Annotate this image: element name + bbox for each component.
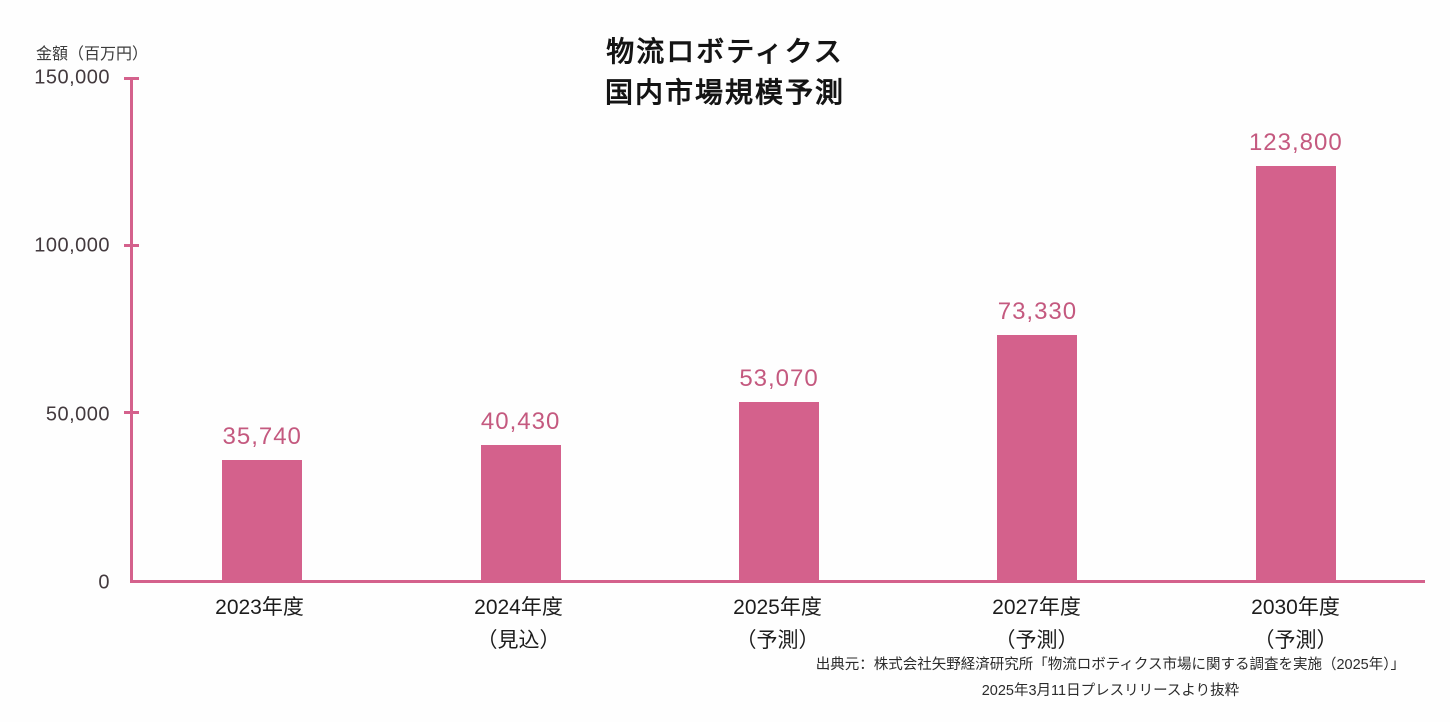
y-tick-label: 150,000 — [34, 66, 110, 89]
y-tick-label: 50,000 — [45, 403, 110, 426]
bar-value-label: 123,800 — [1248, 128, 1343, 156]
x-category-label: 2030年度 （予測） — [1166, 592, 1425, 657]
source-note-line1: 出典元：株式会社矢野経済研究所「物流ロボティクス市場に関する調査を実施（2025… — [815, 656, 1405, 673]
x-category-label-line: 2027年度 — [992, 596, 1081, 619]
y-axis-tick-labels: 0 50,000 100,000 150,000 — [0, 67, 118, 594]
plot-area: 35,740 40,430 53,070 73,330 123,800 — [124, 76, 1425, 583]
x-category-label-line: 2024年度 — [474, 596, 563, 619]
y-tick-label: 100,000 — [34, 234, 110, 257]
bar — [1255, 165, 1336, 580]
bar — [997, 334, 1078, 580]
source-note: 出典元：株式会社矢野経済研究所「物流ロボティクス市場に関する調査を実施（2025… — [816, 652, 1405, 704]
bar — [739, 402, 820, 580]
x-category-label: 2025年度 （予測） — [648, 592, 907, 657]
bar-column: 40,430 — [391, 78, 649, 580]
x-category-label-line: 2030年度 — [1251, 596, 1340, 619]
x-axis-category-labels: 2023年度 2024年度 （見込） 2025年度 （予測） 2027年度 （予測） 2030… — [130, 592, 1425, 657]
y-axis-unit-label: 金額（百万円） — [36, 46, 149, 63]
x-category-label-line: 2023年度 — [215, 596, 304, 619]
bar-series: 35,740 40,430 53,070 73,330 123,800 — [133, 78, 1425, 580]
y-tick-mark — [124, 411, 139, 415]
x-category-label-line: （予測） — [735, 628, 820, 652]
bar-value-label: 53,070 — [739, 365, 819, 393]
bar-column: 53,070 — [650, 78, 908, 580]
x-category-label-line: 2025年度 — [733, 596, 822, 619]
x-category-label-line: （見込） — [476, 628, 561, 652]
x-category-label-line: （予測） — [994, 628, 1079, 652]
y-tick-mark — [124, 76, 139, 80]
chart-title: 物流ロボティクス 国内市場規模予測 — [0, 32, 1450, 113]
y-tick-mark — [124, 243, 139, 247]
x-category-label: 2023年度 — [130, 592, 389, 657]
chart-title-line1: 物流ロボティクス — [606, 36, 844, 67]
bar — [480, 444, 561, 580]
bar-value-label: 73,330 — [997, 297, 1078, 325]
bar-value-label: 40,430 — [480, 407, 561, 435]
source-note-line2: 2025年3月11日プレスリリースより抜粋 — [981, 682, 1240, 699]
bar — [222, 460, 303, 580]
bar-column: 73,330 — [908, 78, 1166, 580]
x-category-label: 2024年度 （見込） — [389, 592, 648, 657]
x-category-label-line: （予測） — [1253, 628, 1338, 652]
x-category-label: 2027年度 （予測） — [907, 592, 1166, 657]
bar-value-label: 35,740 — [222, 423, 302, 451]
bar-column: 123,800 — [1167, 78, 1425, 580]
y-tick-label: 0 — [98, 571, 110, 594]
chart-title-line2: 国内市場規模予測 — [604, 76, 845, 108]
bar-column: 35,740 — [133, 78, 391, 580]
